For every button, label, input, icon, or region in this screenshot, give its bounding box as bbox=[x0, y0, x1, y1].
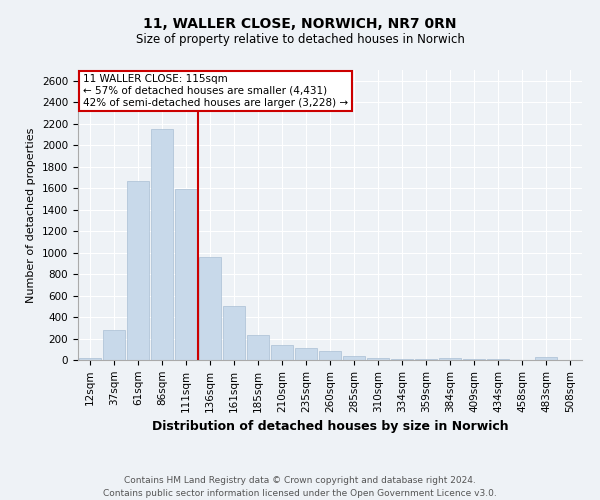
Text: 11, WALLER CLOSE, NORWICH, NR7 0RN: 11, WALLER CLOSE, NORWICH, NR7 0RN bbox=[143, 18, 457, 32]
Bar bbox=[343, 356, 365, 360]
Bar bbox=[535, 358, 557, 360]
Bar bbox=[319, 352, 341, 360]
Bar bbox=[391, 359, 413, 360]
Bar bbox=[79, 358, 101, 360]
Bar bbox=[247, 335, 269, 360]
Bar bbox=[295, 348, 317, 360]
Bar bbox=[223, 306, 245, 360]
Bar bbox=[199, 257, 221, 360]
Bar bbox=[151, 129, 173, 360]
Text: Contains HM Land Registry data © Crown copyright and database right 2024.
Contai: Contains HM Land Registry data © Crown c… bbox=[103, 476, 497, 498]
Bar bbox=[271, 345, 293, 360]
Bar bbox=[439, 358, 461, 360]
Bar bbox=[415, 359, 437, 360]
Bar bbox=[127, 180, 149, 360]
Y-axis label: Number of detached properties: Number of detached properties bbox=[26, 128, 37, 302]
Bar bbox=[103, 330, 125, 360]
X-axis label: Distribution of detached houses by size in Norwich: Distribution of detached houses by size … bbox=[152, 420, 508, 433]
Text: 11 WALLER CLOSE: 115sqm
← 57% of detached houses are smaller (4,431)
42% of semi: 11 WALLER CLOSE: 115sqm ← 57% of detache… bbox=[83, 74, 348, 108]
Bar bbox=[367, 358, 389, 360]
Text: Size of property relative to detached houses in Norwich: Size of property relative to detached ho… bbox=[136, 32, 464, 46]
Bar bbox=[175, 189, 197, 360]
